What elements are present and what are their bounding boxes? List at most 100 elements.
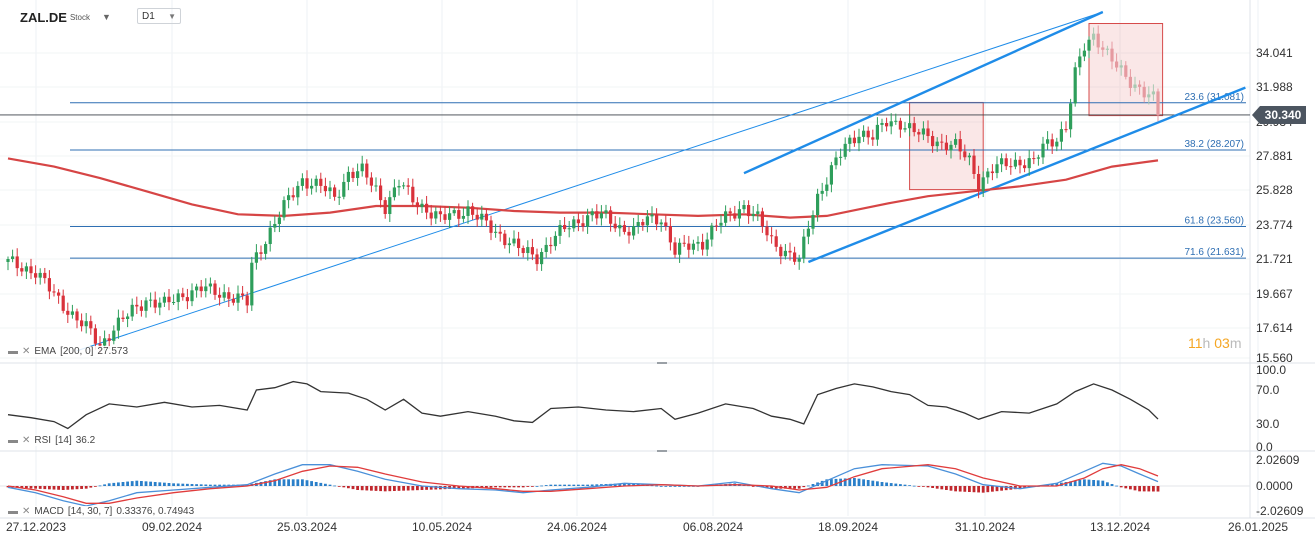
last-price-value: 30.340 <box>1265 108 1302 122</box>
countdown-hours: 11 <box>1188 335 1203 351</box>
candle-body <box>903 128 907 130</box>
candle-body <box>944 142 948 151</box>
candle-body <box>590 211 594 216</box>
price-axis-label: 15.560 <box>1256 351 1293 365</box>
candle-body <box>11 256 15 260</box>
macd-histogram-bar <box>876 481 879 486</box>
macd-histogram-bar <box>581 484 585 486</box>
bars-icon: ▬ <box>8 435 18 446</box>
candle-body <box>622 225 626 232</box>
candle-body <box>935 141 939 147</box>
candle-body <box>47 278 51 292</box>
candle-body <box>1023 165 1027 169</box>
macd-histogram-bar <box>853 478 856 486</box>
candle-body <box>990 171 994 174</box>
symbol-selector[interactable]: ZAL.DE Stock ▼ <box>20 8 111 26</box>
macd-histogram-bar <box>1055 483 1059 486</box>
macd-histogram-bar <box>531 486 534 487</box>
candle-body <box>540 252 544 265</box>
candle-body <box>356 171 360 179</box>
candle-body <box>783 250 787 257</box>
macd-histogram-bar <box>517 486 520 488</box>
macd-histogram-bar <box>149 481 152 486</box>
candle-body <box>848 137 852 144</box>
candle-body <box>1128 76 1132 88</box>
candle-body <box>319 178 323 186</box>
macd-histogram-bar <box>140 481 143 486</box>
close-icon[interactable]: ✕ <box>22 506 31 517</box>
macd-histogram-bar <box>273 479 277 486</box>
macd-histogram-bar <box>301 479 304 486</box>
price-axis-label: 25.828 <box>1256 183 1293 197</box>
macd-histogram-bar <box>655 485 658 487</box>
close-icon[interactable]: ✕ <box>22 346 31 357</box>
macd-histogram-bar <box>57 486 60 490</box>
candle-body <box>121 317 125 320</box>
candle-body <box>931 136 935 147</box>
candle-body <box>1147 94 1151 98</box>
macd-histogram-bar <box>337 486 341 487</box>
candle-body <box>346 171 350 182</box>
macd-histogram-bar <box>89 486 93 488</box>
macd-histogram-bar <box>1124 486 1128 489</box>
macd-histogram-bar <box>540 485 543 487</box>
macd-indicator-label[interactable]: ▬ ✕ MACD [14, 30, 7] 0.33376, 0.74943 <box>6 506 197 517</box>
candle-body <box>958 139 962 152</box>
candle-body <box>139 306 143 311</box>
macd-histogram-bar <box>843 478 847 486</box>
macd-histogram-bar <box>908 485 911 487</box>
macd-histogram-bar <box>526 486 530 487</box>
macd-histogram-bar <box>1129 486 1132 490</box>
candle-body <box>484 213 488 221</box>
candle-body <box>1009 166 1013 168</box>
candle-body <box>1000 158 1004 165</box>
candle-body <box>268 227 272 245</box>
candle-body <box>392 187 396 198</box>
candle-body <box>15 256 19 269</box>
candle-body <box>737 209 741 219</box>
candle-body <box>756 211 760 214</box>
candle-body <box>760 211 764 227</box>
candle-body <box>20 268 24 272</box>
macd-axis-label: -2.02609 <box>1256 504 1304 518</box>
candle-body <box>158 302 162 308</box>
macd-histogram-bar <box>521 486 525 488</box>
macd-histogram-bar <box>770 486 773 489</box>
candle-body <box>765 226 769 236</box>
candle-body <box>912 123 916 133</box>
candle-body <box>871 137 875 140</box>
macd-histogram-bar <box>765 486 769 488</box>
close-icon[interactable]: ✕ <box>22 435 31 446</box>
macd-histogram-bar <box>866 480 870 486</box>
candle-body <box>199 286 203 292</box>
candle-body <box>788 250 792 253</box>
candle-body <box>645 216 649 226</box>
candle-body <box>24 266 28 272</box>
macd-histogram-bar <box>1000 486 1003 491</box>
candle-body <box>116 317 120 331</box>
candle-body <box>80 320 84 327</box>
macd-histogram-bar <box>558 484 562 486</box>
macd-histogram-bar <box>1101 480 1105 486</box>
candle-body <box>374 185 378 187</box>
timeframe-select[interactable]: D1 ▼ <box>137 8 181 24</box>
macd-histogram-bar <box>163 482 166 486</box>
macd-histogram-bar <box>98 485 102 487</box>
candle-body <box>1046 139 1050 144</box>
candle-body <box>774 236 778 247</box>
macd-histogram-bar <box>406 486 410 491</box>
rsi-indicator-label[interactable]: ▬ ✕ RSI [14] 36.2 <box>6 435 98 446</box>
macd-histogram-bar <box>397 486 401 491</box>
date-axis-label: 10.05.2024 <box>412 520 472 534</box>
macd-histogram-bar <box>291 479 295 486</box>
candle-body <box>921 128 925 135</box>
macd-histogram-bar <box>480 486 484 488</box>
ema-indicator-label[interactable]: ▬ ✕ EMA [200, 0] 27.573 <box>6 346 131 357</box>
ema-value: 27.573 <box>97 346 129 357</box>
macd-histogram-bar <box>1156 486 1160 492</box>
macd-histogram-bar <box>811 484 815 486</box>
macd-histogram-bar <box>305 480 309 486</box>
candle-body <box>526 247 530 254</box>
macd-histogram-bar <box>420 486 424 490</box>
